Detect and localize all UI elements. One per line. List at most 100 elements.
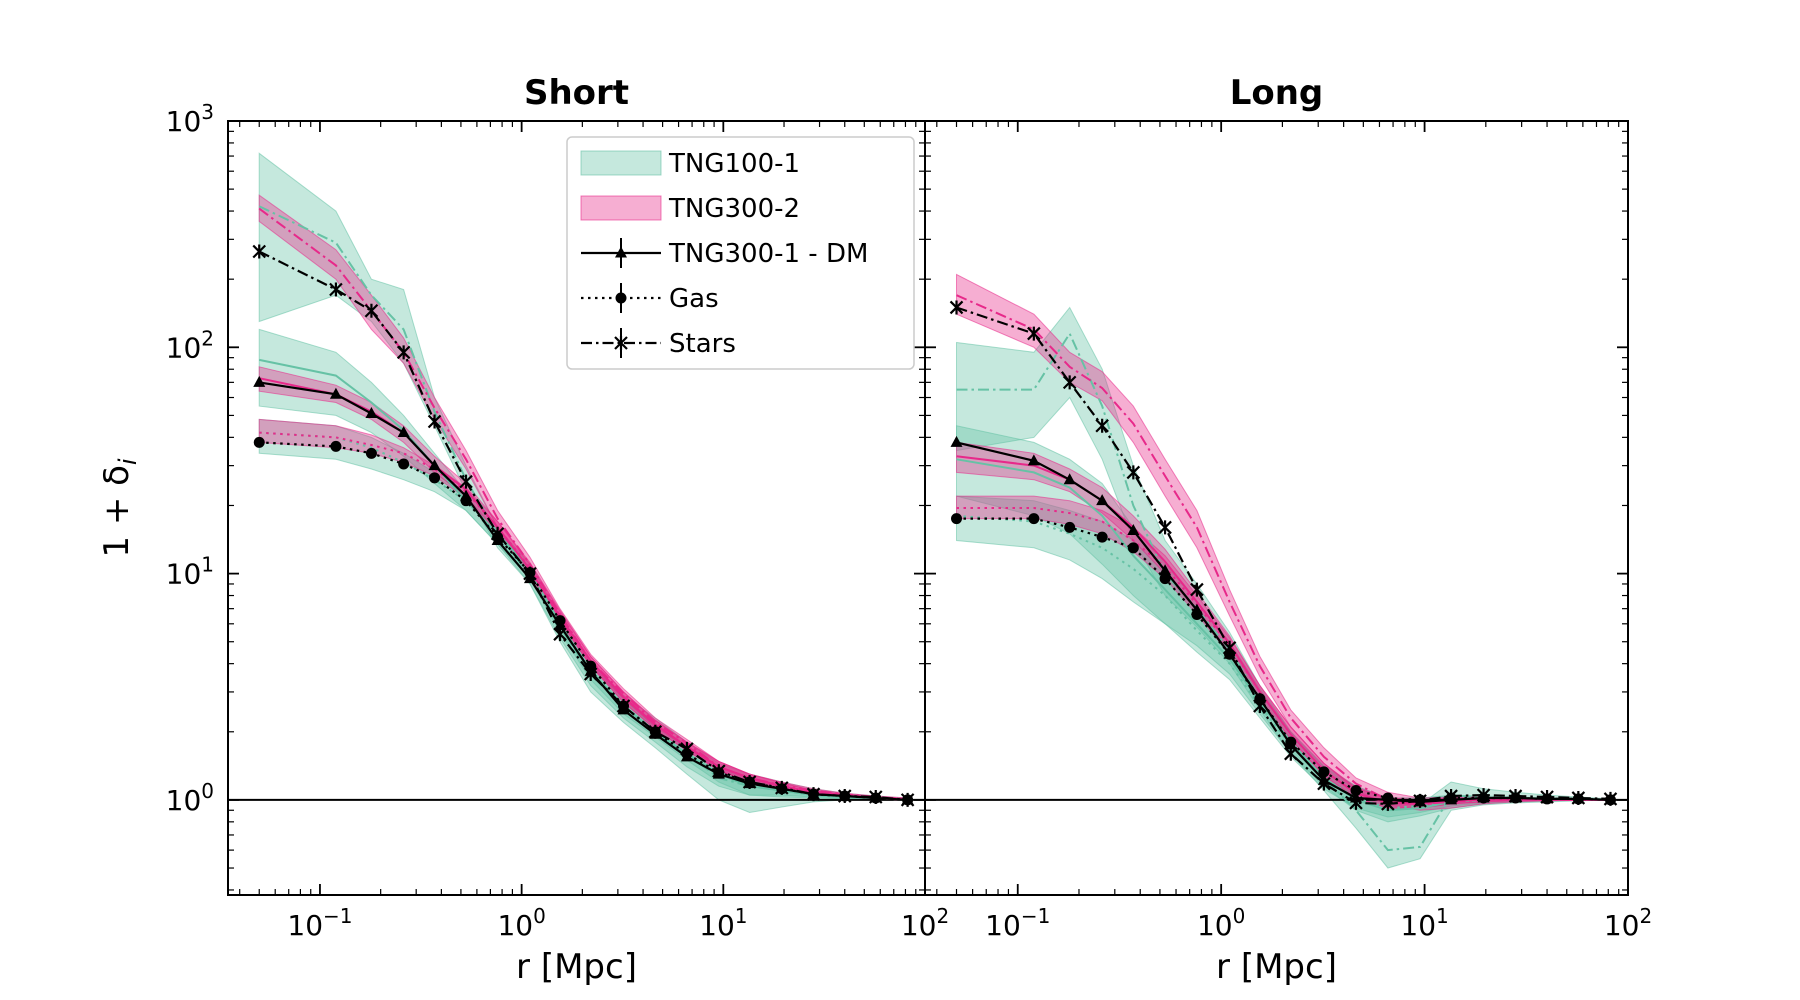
point-gas	[398, 458, 410, 470]
legend-label-tng300-1-dm: TNG300-1 - DM	[668, 239, 868, 269]
long-panel: 10−1 100 101 102 Long r [Mpc]	[924, 73, 1652, 987]
point-tng300-1-dm	[1027, 454, 1040, 466]
point-stars	[1476, 788, 1491, 803]
point-stars	[949, 300, 964, 315]
x-tick-label: 101	[1400, 904, 1448, 942]
x-tick-label: 102	[901, 904, 949, 942]
point-stars	[775, 780, 789, 795]
series-line-gas	[259, 441, 908, 801]
x-tick-label: 10−1	[985, 904, 1050, 942]
series-line-tng100-1-gas	[956, 514, 1611, 810]
point-stars	[1444, 789, 1458, 804]
legend-swatch-tng100-1	[580, 150, 662, 176]
point-gas	[1318, 766, 1330, 778]
point-gas	[1028, 513, 1040, 525]
y-axis-label: 1 + δi	[97, 458, 142, 558]
point-stars	[427, 414, 442, 429]
point-gas	[554, 615, 566, 627]
point-gas	[951, 513, 963, 525]
legend-label-tng100-1: TNG100-1	[668, 149, 800, 179]
band-tng300-2-gas	[258, 418, 909, 801]
y-tick-label: 100	[166, 779, 214, 817]
x-tick-label: 101	[699, 904, 747, 942]
point-gas	[1350, 785, 1362, 797]
x-tick-label: 102	[1604, 904, 1652, 942]
point-tng300-1-dm	[253, 375, 266, 387]
point-tng300-1-dm	[1127, 524, 1140, 536]
point-stars	[252, 244, 267, 259]
point-tng300-1-dm	[1096, 494, 1109, 506]
point-stars	[680, 741, 694, 756]
short-panel: 10−1 100 101 102 100 101 102 103 Short r [Mpc] 1 +…	[97, 73, 949, 987]
band-tng100-1-gas	[956, 495, 1611, 818]
series-line-stars	[956, 306, 1611, 806]
series-line-tng300-2-gas	[259, 431, 908, 801]
point-gas	[460, 495, 472, 507]
point-stars	[806, 787, 821, 802]
band-tng100-1-stars	[956, 306, 1611, 869]
series-line-tng100-1-gas	[259, 431, 908, 801]
point-tng300-1-dm	[397, 426, 410, 438]
point-gas	[1127, 542, 1139, 554]
legend: TNG100-1 TNG300-2 TNG300-1 - DM Gas Stars	[566, 136, 915, 370]
y-tick-label: 102	[166, 326, 214, 364]
point-gas	[253, 436, 265, 448]
legend-box	[566, 136, 915, 370]
point-tng300-1-dm	[365, 406, 378, 418]
legend-swatch-tng300-2	[580, 195, 662, 221]
point-stars	[396, 345, 411, 360]
point-stars	[1027, 326, 1041, 341]
point-stars	[1540, 789, 1554, 804]
band-tng100-1-gas	[258, 418, 909, 801]
x-axis-label: r [Mpc]	[516, 947, 637, 987]
panel-title: Short	[524, 73, 629, 113]
legend-marker-tng300-1-dm	[615, 246, 627, 258]
point-gas	[1254, 693, 1266, 705]
point-gas	[1096, 531, 1108, 543]
series-line-stars	[258, 250, 908, 801]
point-gas	[365, 447, 377, 459]
point-stars	[1126, 465, 1141, 480]
point-stars	[583, 667, 598, 682]
point-stars	[1571, 790, 1586, 805]
point-stars	[553, 627, 567, 642]
plot-area	[925, 273, 1628, 869]
point-stars	[459, 474, 473, 489]
legend-marker-gas	[615, 292, 627, 304]
point-tng300-1-dm	[329, 387, 342, 399]
point-gas	[1064, 521, 1076, 533]
point-gas	[330, 440, 342, 452]
point-stars	[1095, 418, 1109, 433]
legend-label-stars: Stars	[669, 329, 736, 359]
point-stars	[1222, 640, 1237, 655]
point-stars	[1508, 789, 1523, 804]
point-stars	[616, 698, 631, 713]
point-stars	[1603, 791, 1618, 806]
point-tng300-1-dm	[1159, 564, 1172, 576]
point-stars	[1413, 793, 1427, 808]
legend-marker-stars	[614, 336, 628, 350]
x-tick-label: 100	[497, 904, 545, 942]
axes-frame	[924, 120, 1629, 896]
point-stars	[1284, 746, 1298, 761]
point-stars	[523, 566, 537, 581]
point-stars	[1317, 776, 1331, 791]
series-line-tng300-2-stars	[956, 294, 1611, 805]
point-stars	[868, 789, 883, 804]
point-stars	[648, 724, 663, 739]
point-tng300-1-dm	[428, 459, 441, 471]
point-gas	[1191, 608, 1203, 620]
point-stars	[1190, 582, 1204, 597]
point-gas	[1159, 573, 1171, 585]
y-tick-label: 101	[166, 553, 214, 591]
ticks	[925, 120, 1629, 895]
legend-label-tng300-2: TNG300-2	[668, 194, 800, 224]
x-axis-label: r [Mpc]	[1216, 947, 1337, 987]
point-tng300-1-dm	[1063, 473, 1076, 485]
point-gas	[1285, 736, 1297, 748]
point-stars	[1062, 375, 1077, 390]
point-stars	[1158, 520, 1172, 535]
point-gas	[429, 472, 441, 484]
point-stars	[329, 282, 343, 297]
